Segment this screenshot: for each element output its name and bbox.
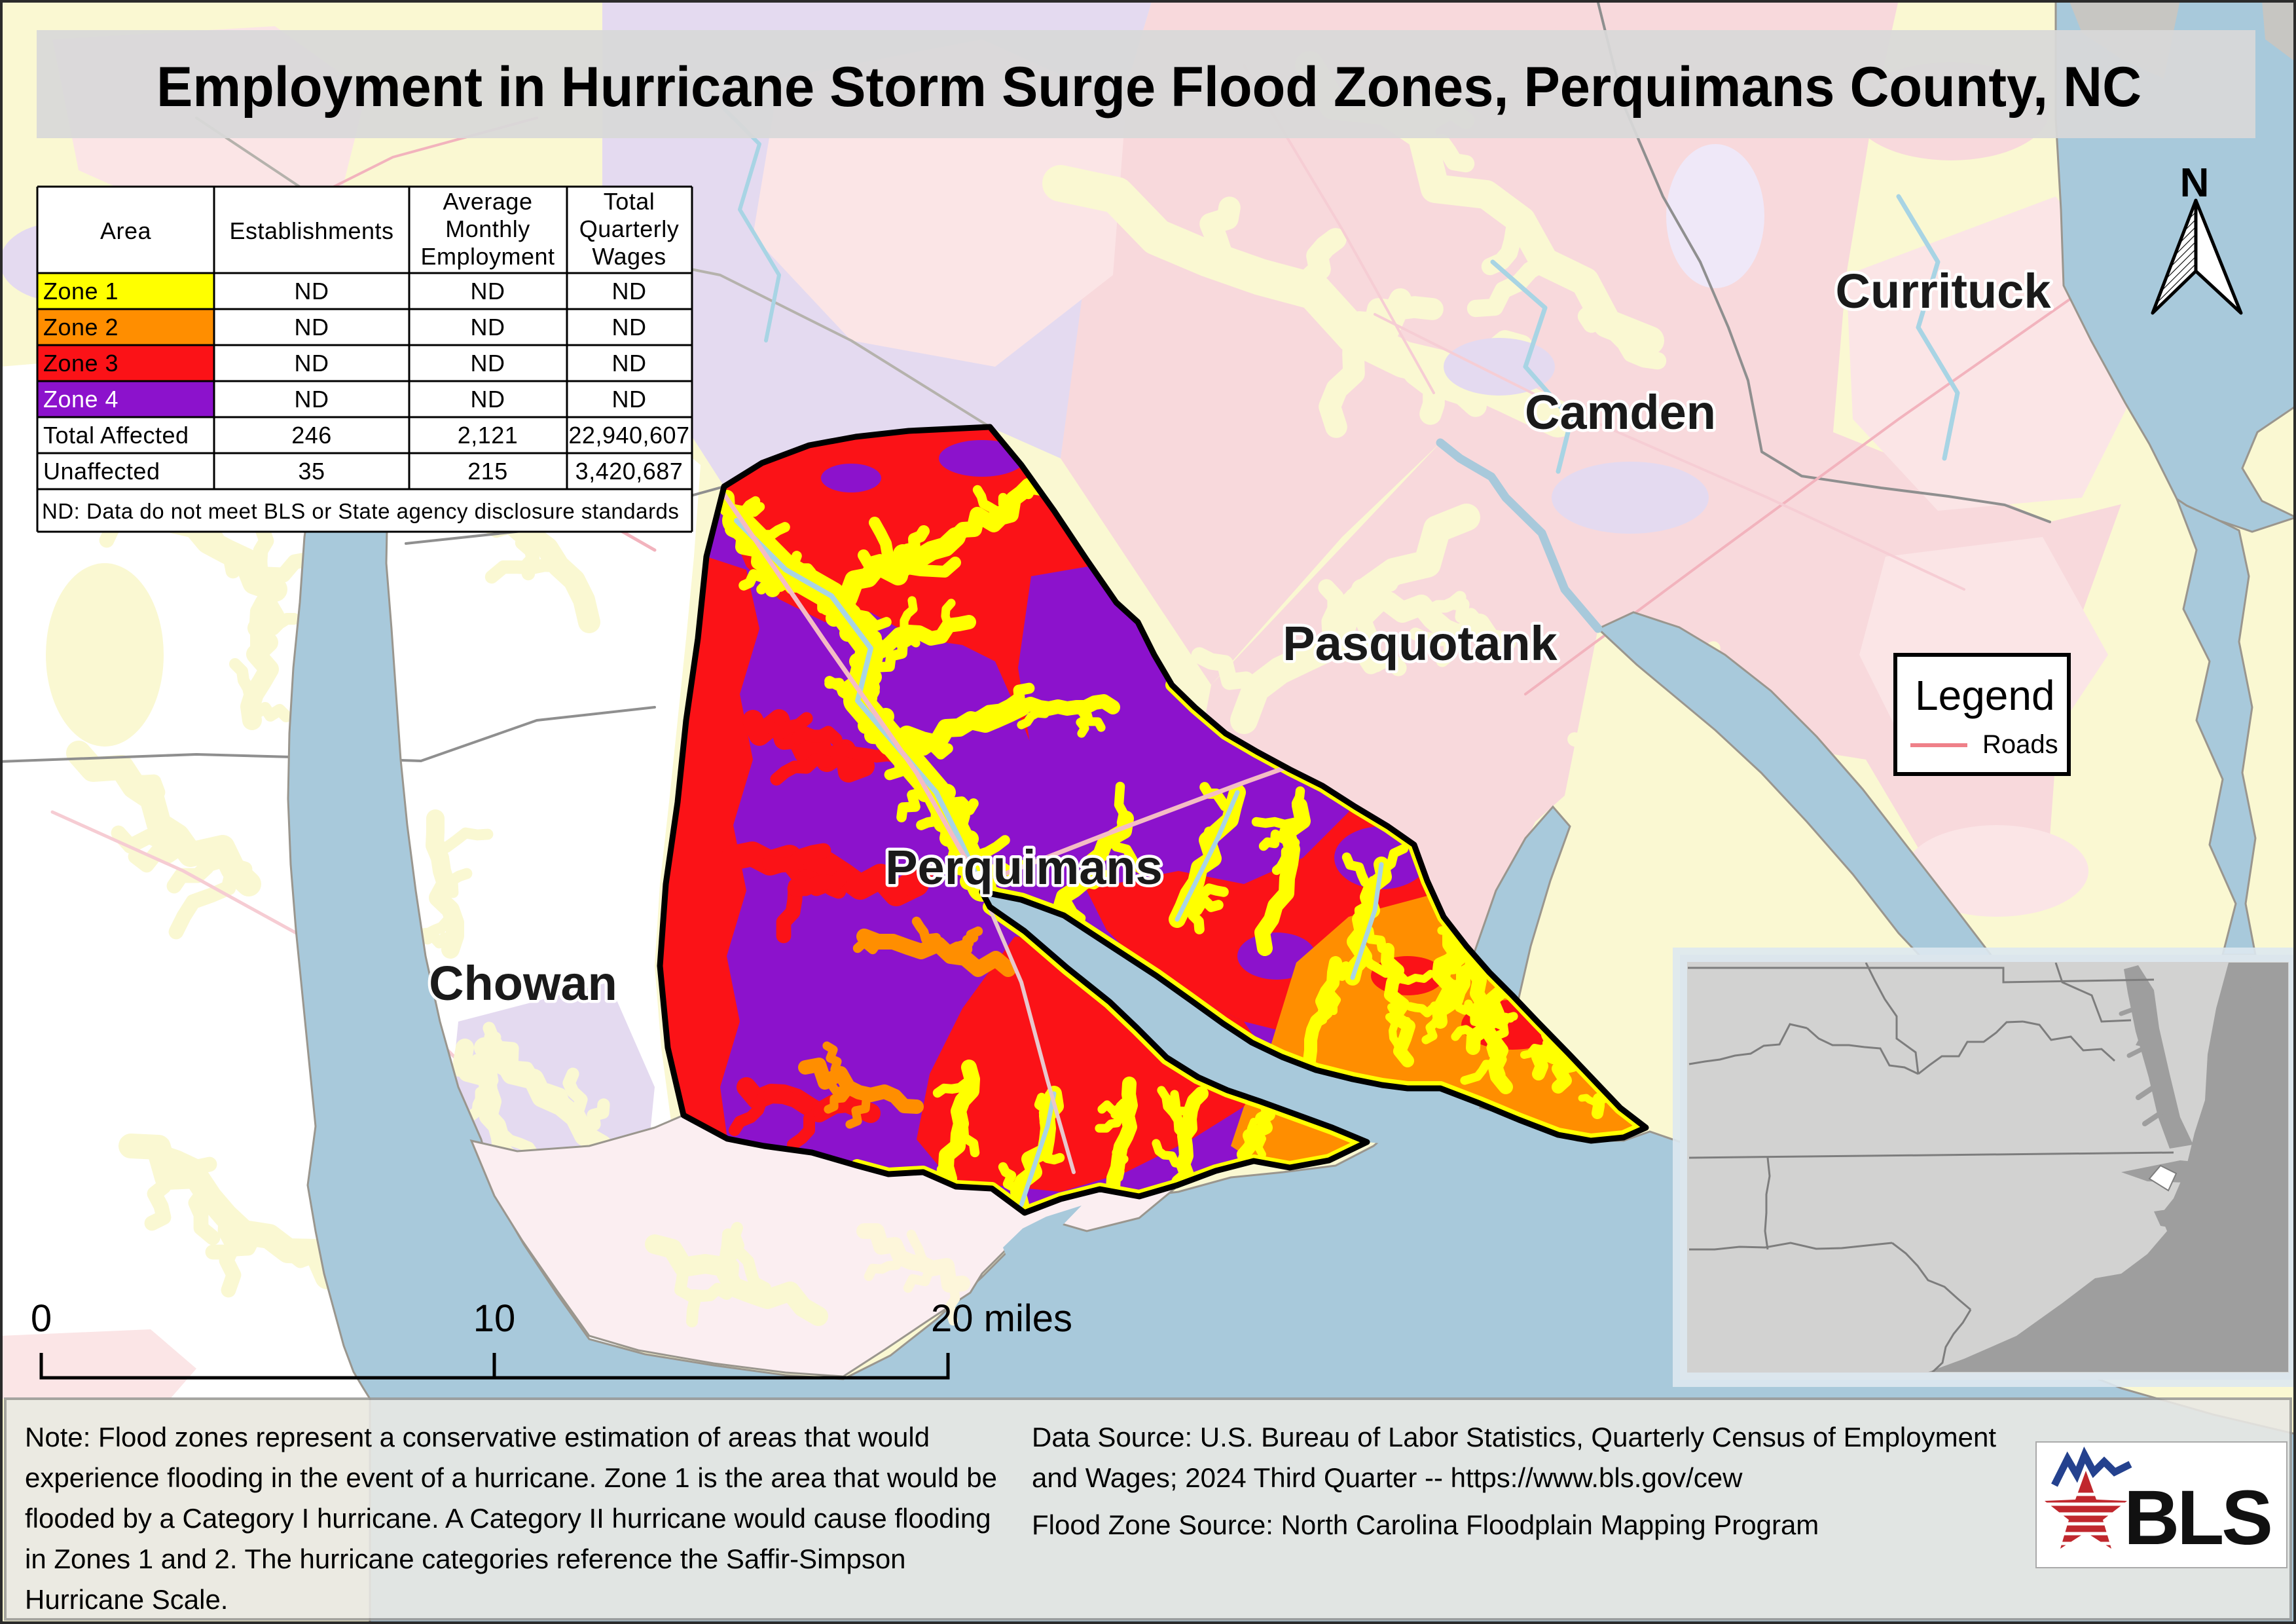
svg-text:ND: ND <box>471 350 505 377</box>
svg-text:Monthly: Monthly <box>445 215 530 242</box>
svg-text:Roads: Roads <box>1982 730 2058 759</box>
svg-text:Zone 1: Zone 1 <box>43 278 118 304</box>
svg-text:35: 35 <box>298 458 325 485</box>
svg-text:ND: ND <box>295 314 329 341</box>
svg-text:Perquimans: Perquimans <box>885 840 1163 895</box>
svg-text:Unaffected: Unaffected <box>43 458 160 485</box>
svg-text:Pasquotank: Pasquotank <box>1283 616 1558 671</box>
svg-text:ND: ND <box>471 314 505 341</box>
svg-text:ND: ND <box>612 314 647 341</box>
svg-text:ND: ND <box>471 278 505 304</box>
svg-text:Quarterly: Quarterly <box>579 215 680 242</box>
svg-text:Total Affected: Total Affected <box>43 422 189 449</box>
svg-text:ND: ND <box>471 386 505 413</box>
svg-text:in Zones 1 and 2. The hurrican: in Zones 1 and 2. The hurricane categori… <box>25 1543 906 1574</box>
svg-text:10: 10 <box>473 1297 516 1340</box>
svg-text:215: 215 <box>467 458 508 485</box>
svg-text:N: N <box>2180 160 2210 206</box>
svg-text:246: 246 <box>291 422 332 449</box>
svg-text:ND: ND <box>295 278 329 304</box>
svg-text:Legend: Legend <box>1915 672 2055 719</box>
svg-text:ND: ND <box>612 386 647 413</box>
svg-text:Employment: Employment <box>420 243 555 270</box>
svg-text:ND: ND <box>295 386 329 413</box>
svg-text:Hurricane Scale.: Hurricane Scale. <box>25 1584 228 1615</box>
svg-text:Average: Average <box>443 188 533 215</box>
svg-text:ND: Data do not meet BLS or St: ND: Data do not meet BLS or State agency… <box>42 499 679 523</box>
svg-text:BLS: BLS <box>2124 1475 2270 1561</box>
svg-text:Area: Area <box>100 217 152 244</box>
svg-text:Data Source: U.S. Bureau of La: Data Source: U.S. Bureau of Labor Statis… <box>1032 1422 1996 1452</box>
svg-text:ND: ND <box>612 350 647 377</box>
svg-text:Total: Total <box>604 188 655 215</box>
svg-text:experience flooding in the eve: experience flooding in the event of a hu… <box>25 1462 997 1493</box>
svg-text:Flood Zone Source: North Carol: Flood Zone Source: North Carolina Floodp… <box>1032 1509 1819 1540</box>
svg-text:22,940,607: 22,940,607 <box>568 422 689 449</box>
svg-text:0: 0 <box>31 1297 52 1340</box>
svg-text:and Wages; 2024 Third Quarter: and Wages; 2024 Third Quarter -- https:/… <box>1032 1462 1743 1493</box>
svg-text:Zone 2: Zone 2 <box>43 314 118 341</box>
svg-text:Wages: Wages <box>592 243 666 270</box>
svg-text:Employment in Hurricane Storm: Employment in Hurricane Storm Surge Floo… <box>156 56 2141 119</box>
svg-text:3,420,687: 3,420,687 <box>575 458 683 485</box>
svg-text:Zone 3: Zone 3 <box>43 350 118 377</box>
svg-text:Currituck: Currituck <box>1836 264 2052 318</box>
svg-text:Camden: Camden <box>1525 385 1716 439</box>
svg-text:ND: ND <box>295 350 329 377</box>
svg-text:Chowan: Chowan <box>429 956 617 1010</box>
svg-text:ND: ND <box>612 278 647 304</box>
svg-text:2,121: 2,121 <box>458 422 519 449</box>
svg-text:Zone 4: Zone 4 <box>43 386 118 413</box>
svg-text:Note: Flood zones represent a: Note: Flood zones represent a conservati… <box>25 1422 930 1452</box>
svg-text:flooded by a Category I hurric: flooded by a Category I hurricane. A Cat… <box>25 1503 991 1534</box>
svg-text:20 miles: 20 miles <box>931 1297 1072 1340</box>
svg-text:Establishments: Establishments <box>229 217 393 244</box>
